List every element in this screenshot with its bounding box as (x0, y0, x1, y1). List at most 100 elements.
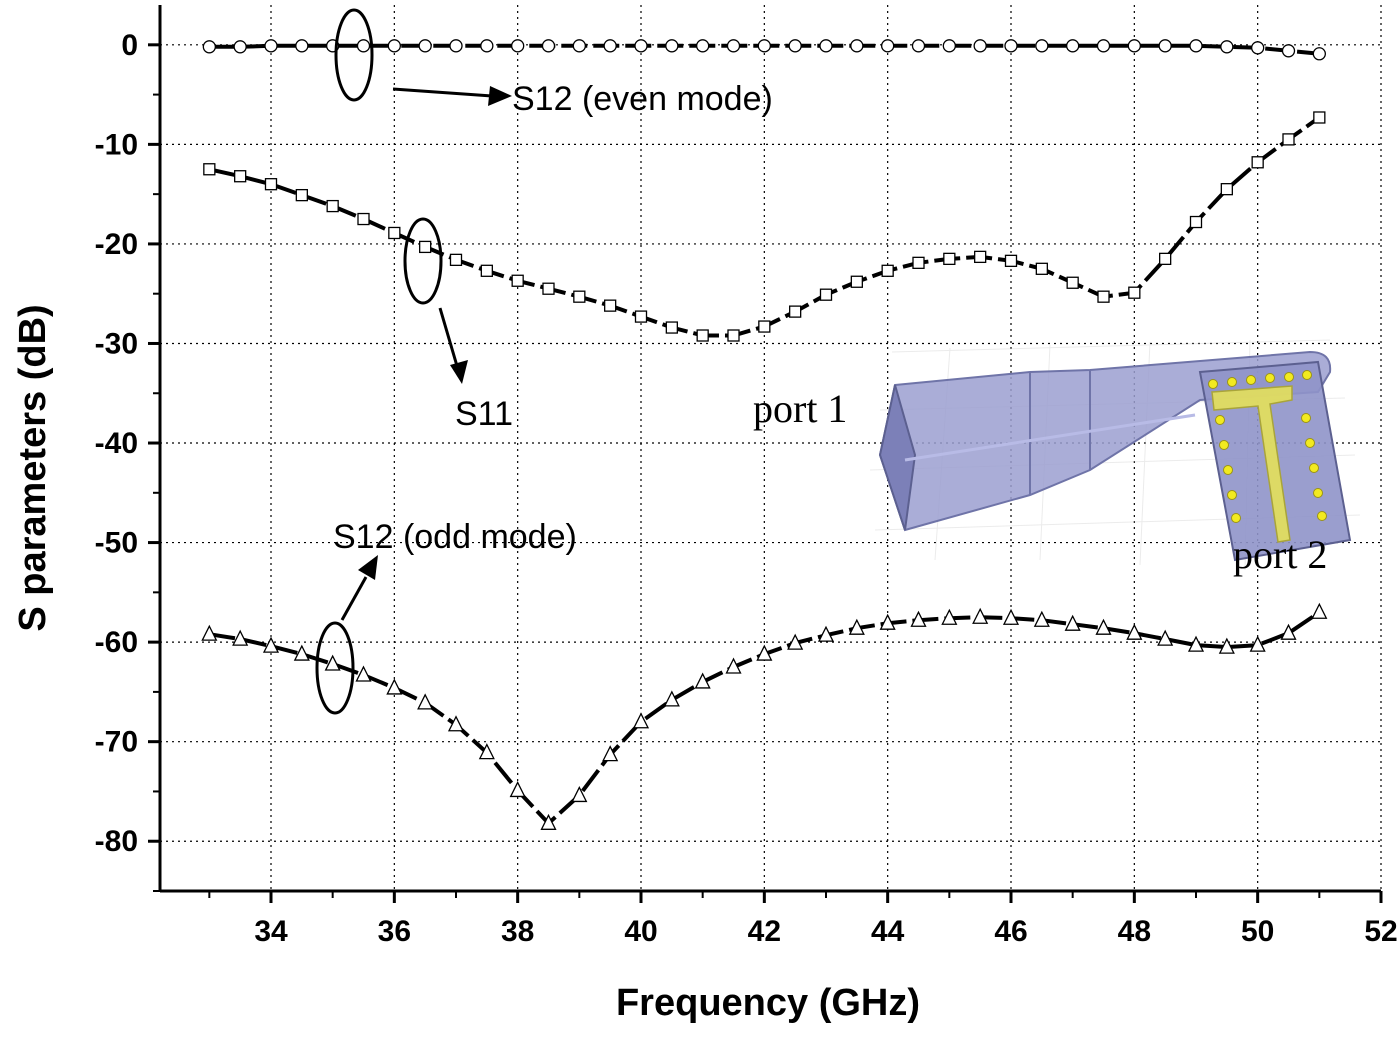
y-tick-label: -30 (95, 327, 138, 360)
data-point-circle (1312, 47, 1326, 61)
x-tick-label: 48 (1118, 915, 1151, 948)
data-point-circle (665, 39, 679, 53)
data-point-triangle (571, 785, 588, 803)
inset-port2-label: port 2 (1233, 532, 1327, 577)
data-point-triangle (972, 607, 989, 624)
data-point-square (850, 275, 863, 288)
data-point-circle (202, 40, 216, 54)
data-point-circle (1158, 39, 1172, 53)
data-point-triangle (293, 644, 310, 661)
data-point-circle (634, 39, 648, 53)
annotation-odd-mode: S12 (odd mode) (333, 518, 577, 556)
waveguide-opening (878, 384, 917, 531)
data-point-circle (973, 39, 987, 53)
data-point-square (819, 288, 833, 301)
data-point-square (758, 320, 771, 333)
y-tick-label: -70 (95, 726, 138, 759)
data-point-triangle (941, 608, 958, 625)
data-point-triangle (1157, 629, 1174, 646)
series-2 (203, 111, 1326, 342)
via-hole (1301, 413, 1311, 423)
data-point-triangle (540, 813, 557, 830)
data-point-circle (1004, 39, 1018, 53)
data-point-triangle (1033, 610, 1050, 627)
data-point-square (696, 329, 709, 342)
x-tick-label: 40 (624, 915, 657, 948)
y-tick-label: -20 (95, 228, 138, 261)
data-point-square (264, 178, 278, 191)
via-holes (1208, 370, 1327, 523)
data-point-square (665, 321, 678, 334)
y-axis-title: S parameters (dB) (12, 304, 54, 631)
via-hole (1208, 379, 1218, 389)
via-hole (1227, 490, 1237, 500)
data-point-square (234, 170, 247, 183)
y-tick-label: -50 (95, 527, 138, 560)
via-hole (1231, 513, 1241, 523)
x-tick-label: 34 (254, 915, 288, 948)
data-point-square (974, 250, 987, 264)
data-point-circle (911, 39, 926, 53)
data-point-circle (1189, 39, 1203, 53)
probe-patch (1211, 385, 1293, 543)
x-tick-label: 38 (501, 915, 534, 948)
data-point-triangle (447, 715, 465, 732)
data-point-triangle (478, 743, 495, 760)
data-point-square (1251, 156, 1264, 169)
data-point-circle (295, 39, 309, 53)
data-point-triangle (1311, 602, 1328, 619)
data-point-square (326, 199, 339, 213)
data-point-circle (942, 39, 956, 53)
data-point-triangle (756, 644, 773, 661)
y-tick-label: -60 (95, 626, 138, 659)
inset-port1-label: port 1 (753, 386, 847, 431)
via-hole (1309, 463, 1319, 473)
data-point-triangle (694, 672, 711, 689)
data-point-circle (387, 39, 401, 53)
data-point-square (511, 274, 524, 287)
y-tick-label: -80 (95, 825, 138, 858)
data-point-square (1313, 111, 1326, 124)
data-point-circle (1127, 39, 1141, 53)
via-hole (1302, 370, 1312, 380)
via-hole (1265, 373, 1275, 383)
data-point-triangle (386, 678, 403, 695)
even-mode-arrowhead (488, 86, 512, 106)
data-point-circle (449, 39, 463, 53)
x-tick-label: 52 (1364, 915, 1397, 948)
x-tick-label: 44 (871, 915, 905, 948)
data-point-triangle (355, 665, 372, 682)
data-point-circle (603, 39, 617, 53)
data-point-triangle (201, 624, 218, 641)
data-point-triangle (910, 610, 927, 627)
data-point-circle (541, 39, 556, 53)
series-3 (201, 602, 1328, 830)
data-point-triangle (324, 654, 341, 671)
data-point-circle (1281, 44, 1296, 58)
data-point-triangle (417, 693, 434, 710)
series-group (201, 39, 1328, 830)
data-point-circle (788, 39, 802, 53)
data-point-triangle (1280, 623, 1297, 640)
data-point-circle (264, 39, 278, 53)
annotation-even-mode: S12 (even mode) (512, 80, 773, 118)
s11-ellipse (403, 217, 443, 305)
data-point-square (1220, 183, 1233, 196)
via-hole (1317, 511, 1327, 521)
data-point-square (604, 299, 617, 312)
data-point-circle (480, 39, 494, 53)
data-point-triangle (1249, 635, 1266, 652)
data-point-circle (757, 39, 771, 53)
via-hole (1305, 438, 1315, 448)
data-point-triangle (817, 625, 835, 642)
series-1 (202, 39, 1326, 61)
data-point-square (419, 240, 432, 254)
s11-arrowhead (450, 360, 468, 384)
data-point-square (449, 253, 463, 266)
data-point-circle (696, 39, 710, 53)
via-hole (1219, 440, 1229, 450)
y-tick-label: -10 (95, 128, 138, 161)
data-point-circle (1066, 39, 1080, 53)
x-tick-label: 46 (994, 915, 1027, 948)
